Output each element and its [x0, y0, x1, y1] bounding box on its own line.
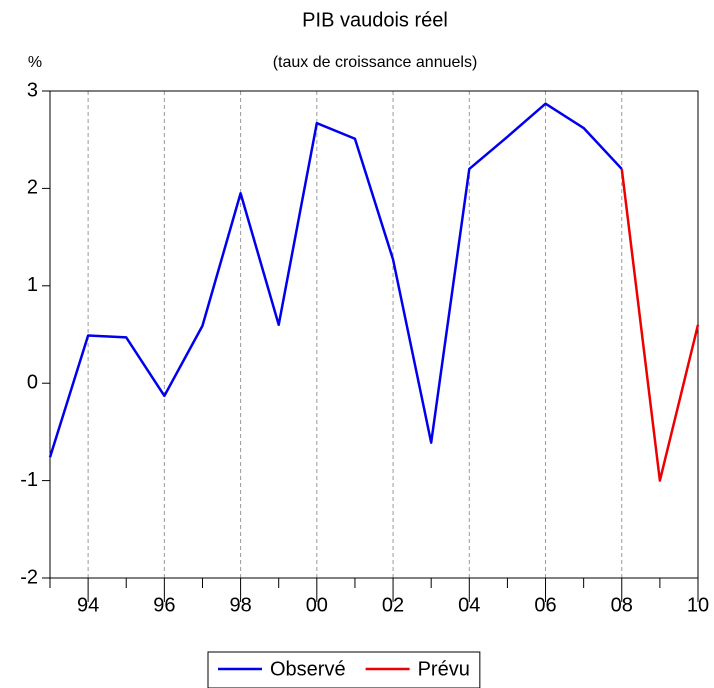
x-tick-label: 04 [458, 594, 480, 616]
x-tick-label: 10 [687, 594, 709, 616]
y-tick-label: 2 [27, 177, 38, 199]
x-tick-label: 06 [534, 594, 556, 616]
chart-subtitle: (taux de croissance annuels) [273, 54, 478, 71]
data-line [620, 168, 700, 482]
y-tick-label: 3 [27, 79, 38, 101]
chart-title: PIB vaudois réel [302, 9, 448, 31]
y-axis-label: % [28, 54, 42, 71]
plot-frame [49, 90, 699, 579]
legend-label: Observé [270, 658, 346, 680]
y-tick-label: -1 [20, 469, 38, 491]
x-tick-label: 00 [306, 594, 328, 616]
legend: Observé Prévu [207, 651, 481, 688]
x-tick-label: 08 [611, 594, 633, 616]
legend-label: Prévu [418, 658, 470, 680]
x-tick-label: 96 [153, 594, 175, 616]
x-tick-label: 98 [229, 594, 251, 616]
y-tick-label: 0 [27, 371, 38, 393]
y-tick-label: 1 [27, 274, 38, 296]
data-line [48, 102, 623, 458]
x-tick-label: 94 [77, 594, 99, 616]
x-tick-label: 02 [382, 594, 404, 616]
y-tick-label: -2 [20, 566, 38, 588]
